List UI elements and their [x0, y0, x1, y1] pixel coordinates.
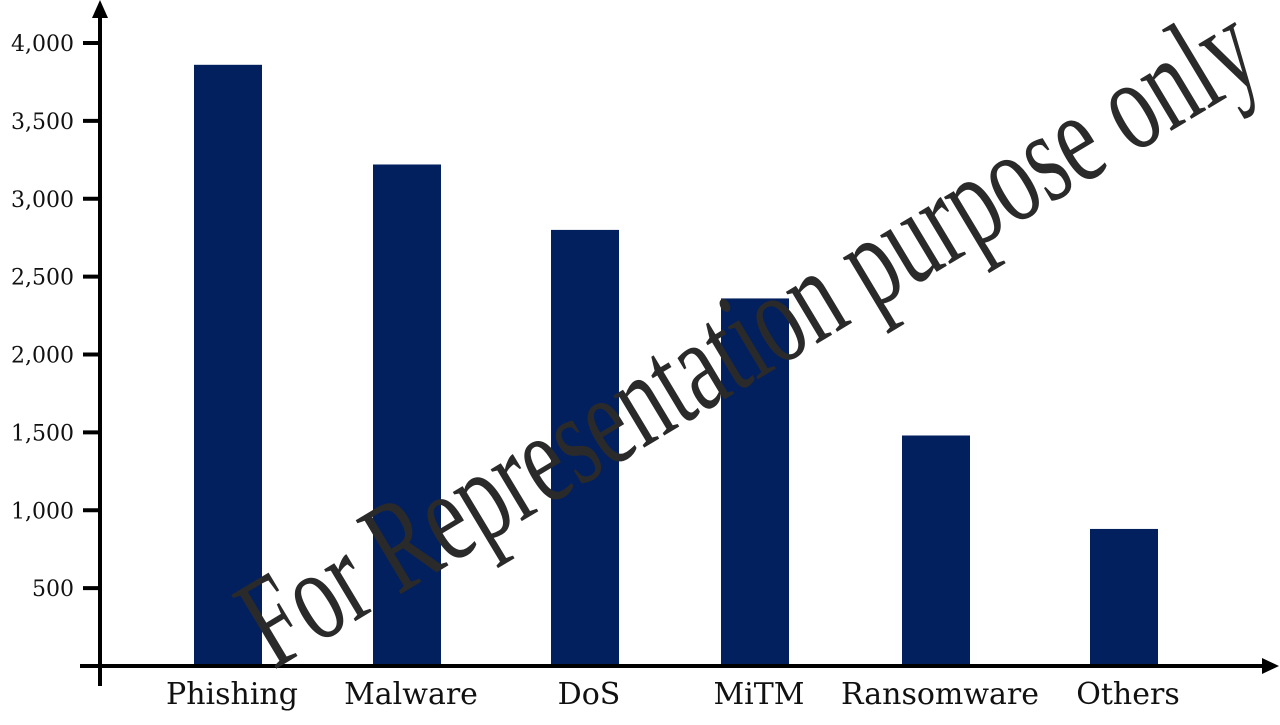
x-category-label: Ransomware — [841, 677, 1039, 712]
y-tick-label: 4,000 — [11, 32, 74, 57]
y-tick-label: 2,500 — [11, 266, 74, 291]
y-tick-label: 1,500 — [11, 421, 74, 446]
bar-phishing — [194, 64, 262, 667]
y-tick-label: 500 — [32, 577, 74, 602]
bar-dos — [551, 229, 619, 666]
bars-layer — [194, 64, 1158, 667]
x-category-label: Phishing — [166, 677, 298, 712]
bar-others — [1090, 528, 1158, 666]
x-category-label: MiTM — [713, 677, 804, 712]
bar-malware — [373, 164, 441, 667]
bar-ransomware — [902, 435, 970, 666]
x-category-label: Others — [1076, 677, 1179, 712]
axes-layer — [80, 0, 1279, 686]
y-axis-arrow — [92, 0, 108, 18]
y-tick-label: 3,500 — [11, 110, 74, 135]
y-tick-label: 1,000 — [11, 499, 74, 524]
x-axis-arrow — [1262, 658, 1279, 674]
x-category-label: DoS — [558, 677, 621, 712]
x-category-label: Malware — [344, 677, 478, 712]
y-tick-label: 2,000 — [11, 344, 74, 369]
y-tick-label: 3,000 — [11, 188, 74, 213]
bar-mitm — [721, 298, 789, 666]
labels-layer: 500 1,000 1,500 2,000 2,500 3,000 3,500 4,000 Ph… — [11, 32, 1180, 712]
